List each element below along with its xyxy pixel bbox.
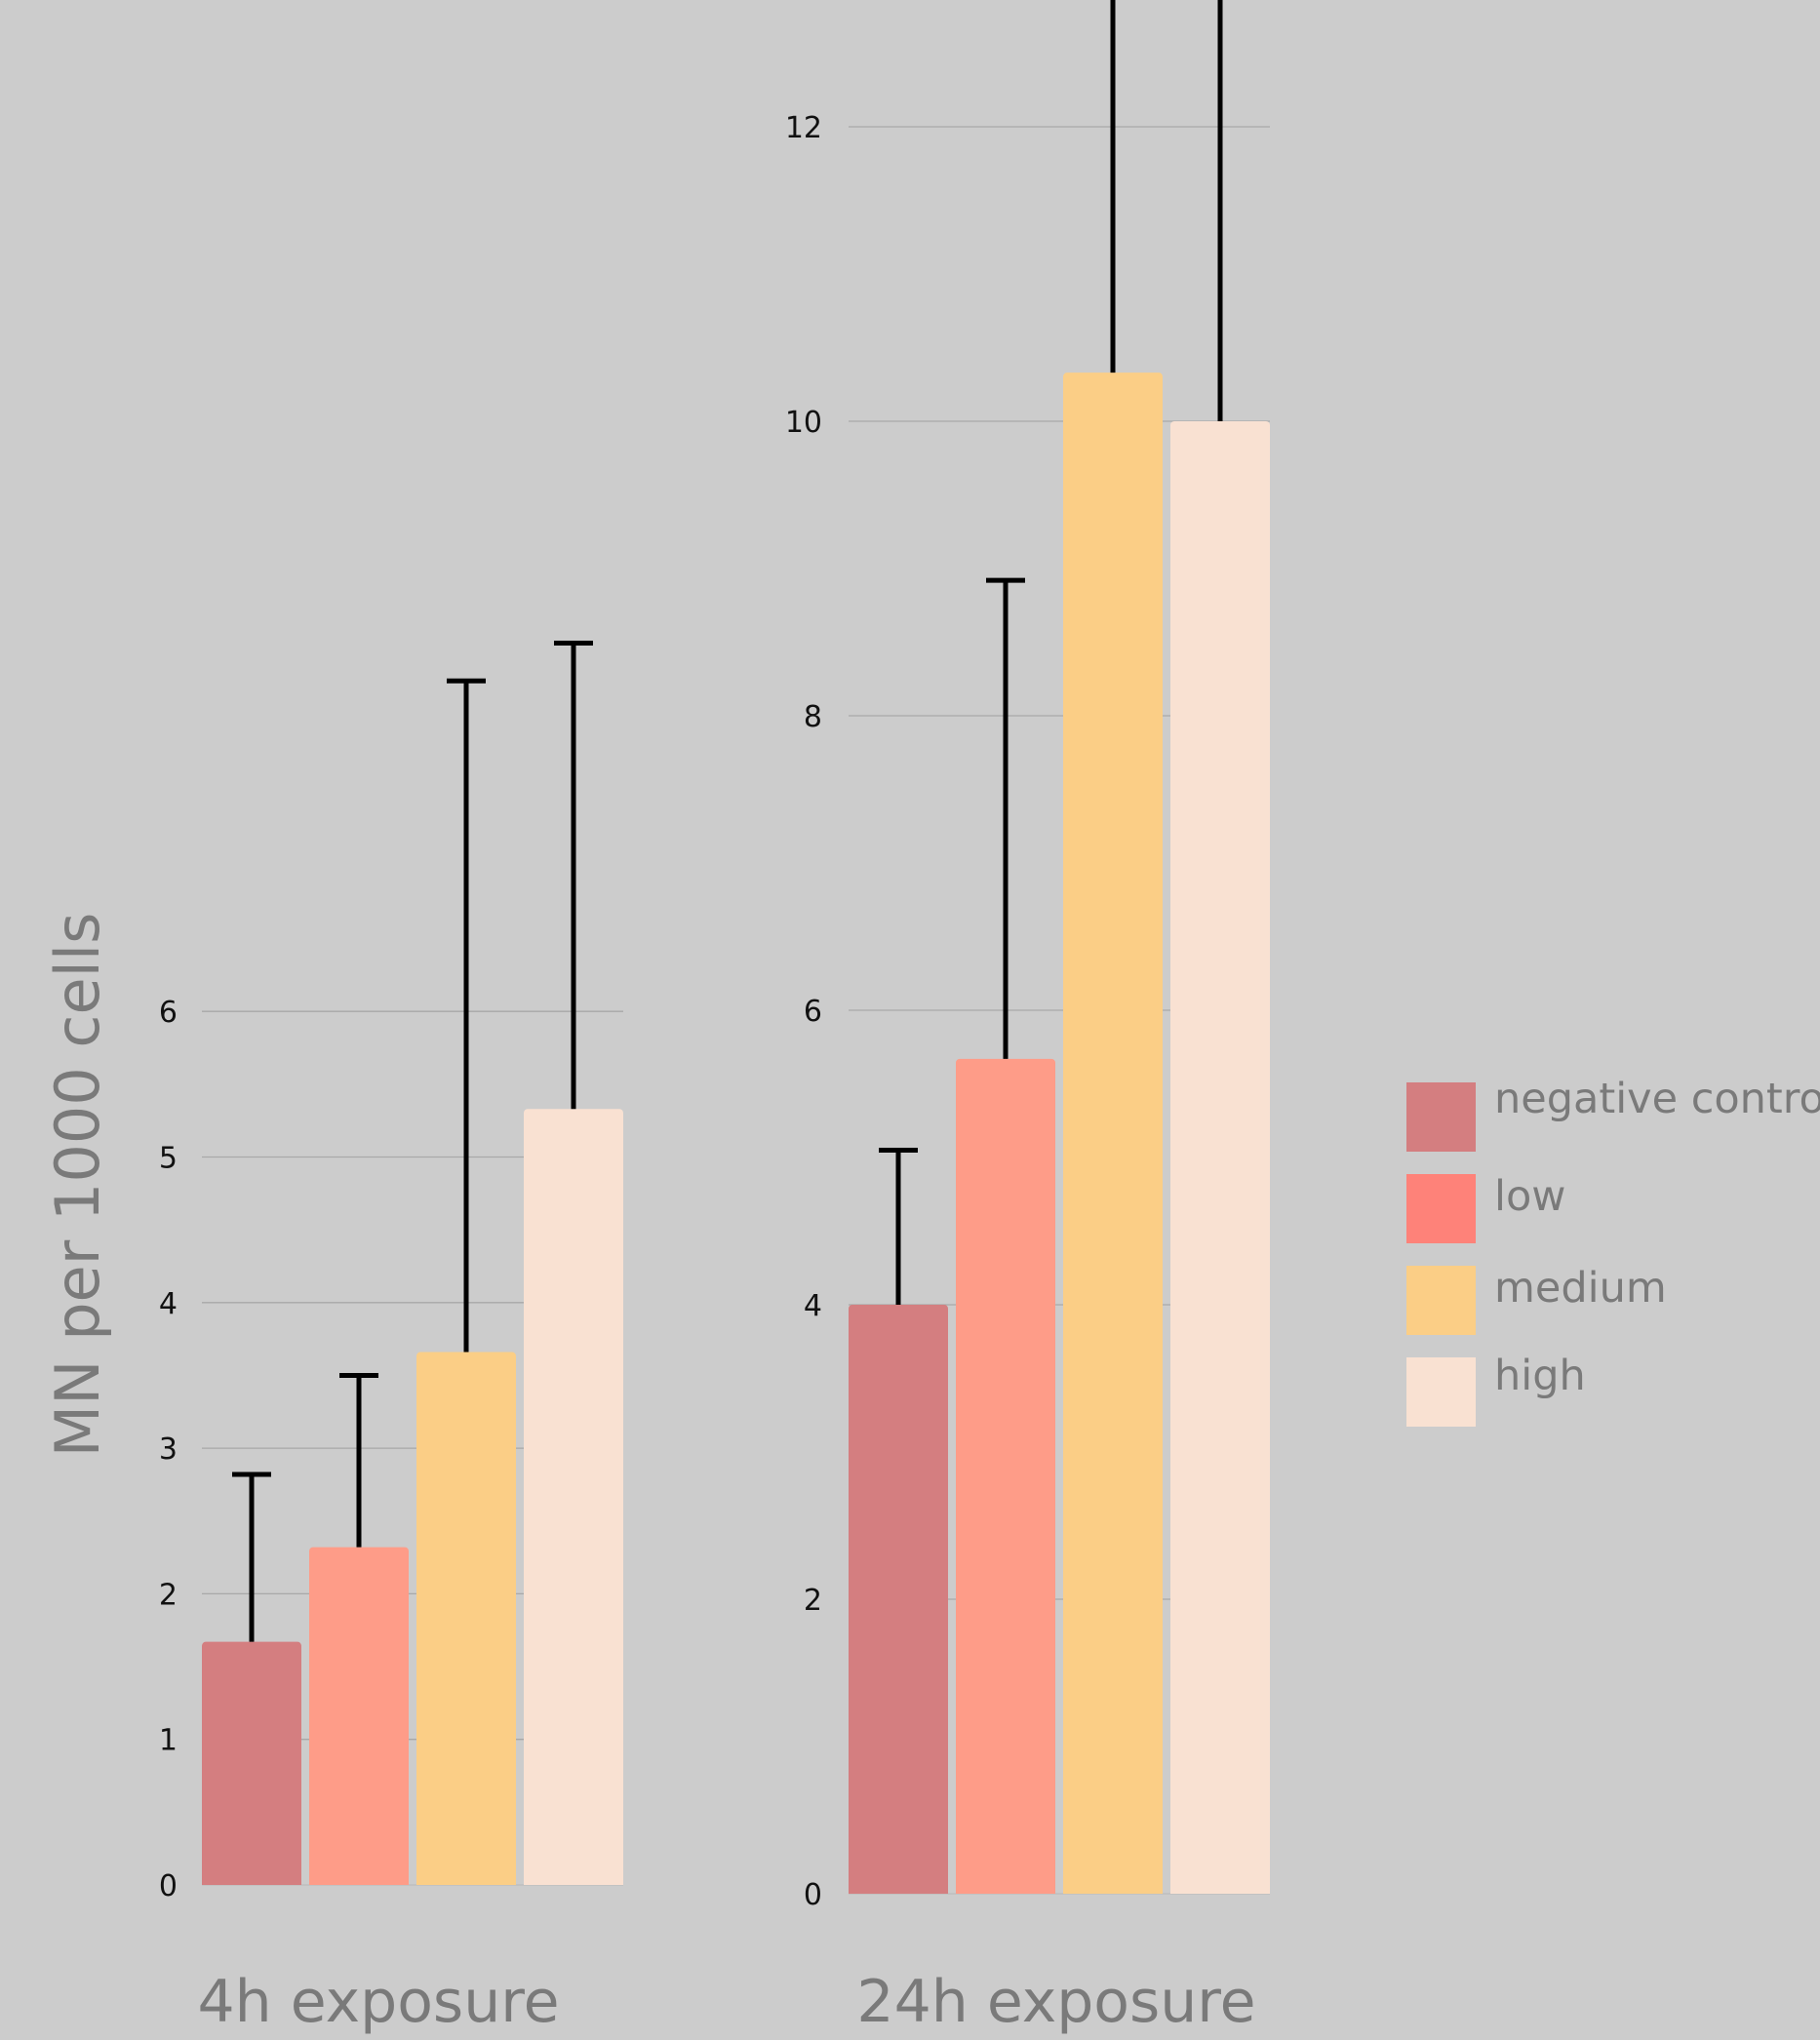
24h-exposure-bar-high xyxy=(1170,421,1270,1894)
4h-exposure-y-tick-6: 6 xyxy=(159,996,178,1030)
24h-exposure-y-tick-4: 4 xyxy=(804,1289,822,1323)
4h-exposure-bar-low xyxy=(309,1547,409,1885)
legend-swatch-medium xyxy=(1406,1266,1476,1335)
24h-exposure-y-tick-8: 8 xyxy=(804,700,822,734)
4h-exposure-y-tick-1: 1 xyxy=(159,1724,178,1758)
4h-exposure-bar-high xyxy=(524,1109,623,1885)
24h-exposure-bar-medium xyxy=(1063,373,1163,1894)
24h-exposure-bar-base-negative-control xyxy=(849,1888,948,1894)
legend-swatch-high xyxy=(1406,1357,1476,1427)
24h-exposure-bar-base-low xyxy=(956,1888,1055,1894)
4h-exposure-panel-label: 4h exposure xyxy=(198,1968,560,2036)
legend-swatch-low xyxy=(1406,1174,1476,1243)
4h-exposure-bar-base-low xyxy=(309,1879,409,1885)
24h-exposure-bar-low xyxy=(956,1058,1055,1894)
4h-exposure-y-tick-3: 3 xyxy=(159,1432,178,1467)
4h-exposure-y-tick-0: 0 xyxy=(159,1869,178,1903)
24h-exposure-bar-base-high xyxy=(1170,1888,1270,1894)
legend-label-medium: medium xyxy=(1494,1264,1667,1313)
4h-exposure-bar-base-negative-control xyxy=(202,1879,301,1885)
24h-exposure-bar-negative-control xyxy=(849,1305,948,1894)
legend-label-low: low xyxy=(1494,1172,1565,1221)
24h-exposure-y-tick-0: 0 xyxy=(804,1878,822,1912)
4h-exposure-bar-negative-control xyxy=(202,1641,301,1885)
24h-exposure-bar-base-medium xyxy=(1063,1888,1163,1894)
legend-label-high: high xyxy=(1494,1352,1586,1400)
4h-exposure-y-tick-2: 2 xyxy=(159,1578,178,1612)
y-axis-title: MN per 1000 cells xyxy=(42,913,113,1458)
4h-exposure-bar-base-high xyxy=(524,1879,623,1885)
24h-exposure-panel-label: 24h exposure xyxy=(856,1968,1255,2036)
legend-label-negative-control: negative control xyxy=(1494,1075,1820,1123)
24h-exposure-y-tick-10: 10 xyxy=(785,406,822,440)
4h-exposure-y-tick-5: 5 xyxy=(159,1142,178,1176)
4h-exposure-bar-medium xyxy=(416,1352,516,1885)
4h-exposure-y-tick-4: 4 xyxy=(159,1287,178,1321)
24h-exposure-y-tick-6: 6 xyxy=(804,995,822,1029)
legend-swatch-negative-control xyxy=(1406,1082,1476,1152)
24h-exposure-y-tick-12: 12 xyxy=(785,111,822,145)
4h-exposure-bar-base-medium xyxy=(416,1879,516,1885)
24h-exposure-y-tick-2: 2 xyxy=(804,1584,822,1618)
